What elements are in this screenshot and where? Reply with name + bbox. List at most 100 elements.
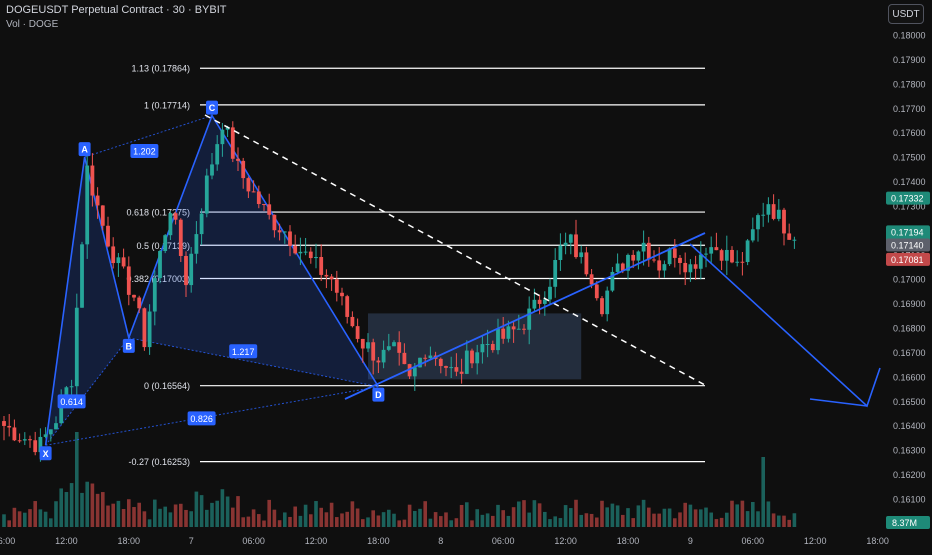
volume-bar (569, 508, 573, 527)
volume-bar (28, 509, 32, 527)
candle-body (184, 255, 188, 286)
ratio-badge (57, 394, 86, 409)
volume-indicator-label: Vol · DOGE (6, 19, 59, 30)
candle-body (496, 328, 500, 351)
volume-bar (220, 489, 225, 527)
volume-bar (548, 519, 552, 527)
volume-bar (751, 501, 755, 527)
candle-body (407, 364, 412, 377)
candle-body (584, 252, 589, 275)
volume-bar (314, 501, 318, 527)
volume-bar (246, 516, 251, 527)
volume-bar (485, 513, 490, 527)
candle-body (246, 178, 251, 192)
volume-bar (132, 507, 136, 527)
candle-body (111, 246, 116, 264)
price-tag-label: 0.17194 (891, 227, 924, 237)
price-tick-label: 0.17300 (893, 201, 926, 211)
price-tag-label: 0.17081 (891, 255, 924, 265)
candle-body (428, 355, 433, 359)
symbol-title: DOGEUSDT Perpetual Contract · 30 · BYBIT (6, 4, 227, 16)
ratio-label: 1.202 (133, 147, 156, 157)
candle-body (693, 264, 698, 269)
candle-body (303, 251, 308, 253)
volume-bar (215, 500, 219, 527)
candle-body (80, 244, 84, 308)
time-tick-label: 8 (438, 536, 443, 546)
volume-bar (792, 513, 797, 527)
volume-bar (121, 509, 126, 527)
volume-bar (652, 513, 656, 527)
candle-body (600, 298, 604, 315)
price-tick-label: 0.17500 (893, 153, 926, 163)
time-tick-label: 12:00 (804, 536, 827, 546)
candle-body (236, 158, 240, 161)
volume-bar (527, 512, 531, 527)
volume-bar (662, 508, 667, 527)
point-x-marker (39, 446, 52, 461)
time-tick-label: 18:00 (118, 536, 141, 546)
volume-bar (719, 517, 724, 527)
candle-body (782, 209, 786, 234)
fib-label: 0.382 (0.17003) (126, 274, 190, 284)
time-tick-label: 06:00 (242, 536, 265, 546)
candle-body (199, 213, 204, 235)
volume-bar (17, 511, 22, 527)
candle-body (371, 342, 376, 361)
volume-bar (147, 519, 152, 527)
currency-button[interactable]: USDT (888, 4, 924, 24)
fib-label: 0 (0.16564) (144, 381, 190, 391)
volume-bar (543, 511, 547, 527)
volume-bar (33, 501, 37, 527)
candle-body (423, 357, 428, 359)
candles (2, 121, 797, 462)
volume-bar (210, 502, 214, 527)
candle-body (761, 214, 766, 216)
candle-body (459, 371, 464, 374)
candle-body (288, 231, 292, 246)
candle-body (506, 326, 511, 339)
volume-bar (189, 511, 193, 527)
volume-bar (777, 515, 781, 527)
point-b-marker (122, 338, 135, 353)
time-axis[interactable]: 06:00 12:00 18:00 7 06:00 12:00 18:00 8 06:00 12:… (0, 536, 932, 546)
volume-tag (886, 516, 930, 529)
candle-body (308, 251, 313, 259)
candle-body (355, 326, 360, 339)
volume-bar (199, 495, 204, 527)
volume-bar (163, 506, 167, 527)
volume-bar (288, 516, 292, 527)
volume-bar (90, 483, 95, 527)
fib-label: 1 (0.17714) (144, 100, 190, 110)
volume-bar (449, 520, 453, 527)
candle-body (563, 242, 568, 246)
candle-body (251, 191, 256, 193)
price-axis[interactable]: 0.16100 0.16200 0.16300 0.16400 0.16500 0.166… (886, 31, 930, 530)
volume-bar (111, 503, 115, 527)
volume-bar (475, 509, 479, 527)
candle-body (293, 245, 298, 254)
candle-body (28, 439, 32, 441)
candle-body (631, 254, 636, 261)
candle-body (522, 328, 526, 330)
volume-bar (688, 504, 693, 527)
volume-bar (43, 511, 48, 527)
volume-bar (766, 501, 771, 527)
fib-label: 1.13 (0.17864) (131, 64, 190, 74)
candle-body (324, 274, 329, 277)
volume-bar (558, 518, 563, 527)
volume-bar (340, 513, 344, 527)
candle-body (345, 296, 350, 317)
volume-bar (600, 500, 604, 527)
time-tick-label: 18:00 (617, 536, 640, 546)
volume-bar (579, 514, 583, 527)
candle-body (220, 129, 225, 145)
volume-bar (714, 519, 719, 527)
volume-bar (657, 513, 661, 527)
volume-bar (106, 505, 110, 527)
candle-body (636, 251, 641, 261)
volume-bar (517, 501, 521, 527)
volume-bar (179, 503, 183, 527)
